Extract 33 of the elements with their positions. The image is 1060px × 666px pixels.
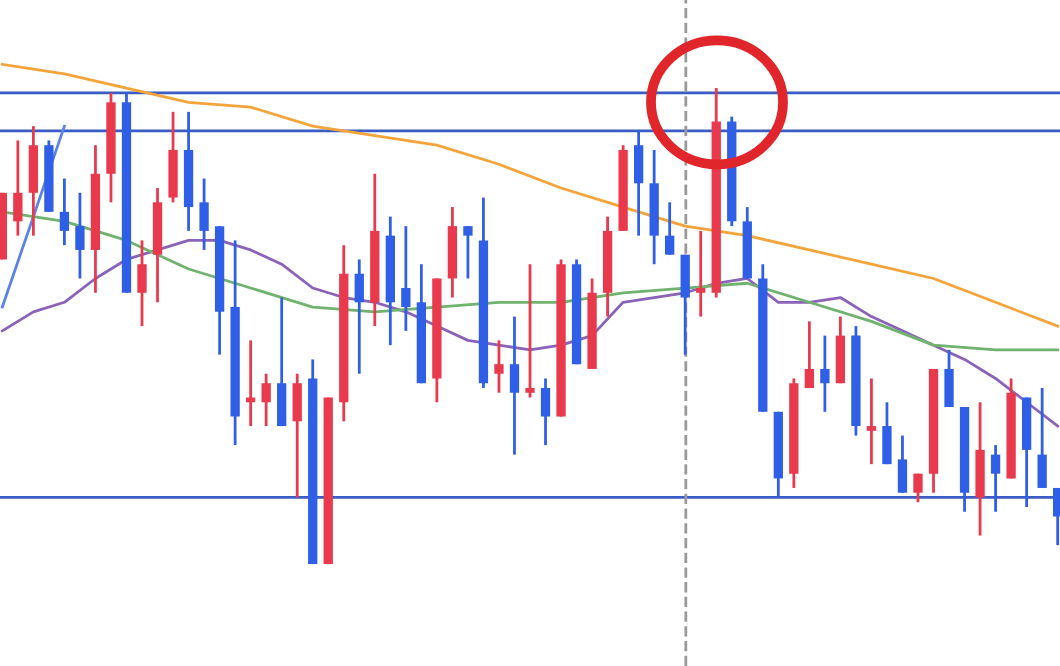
candlestick	[525, 262, 535, 399]
candlestick	[199, 177, 209, 252]
candlestick	[820, 334, 830, 414]
candlestick	[277, 296, 287, 428]
candlestick	[1037, 386, 1047, 490]
candlestick	[168, 110, 178, 204]
candlestick	[804, 319, 815, 390]
candlestick	[990, 443, 1001, 514]
candlestick	[633, 129, 644, 238]
candlestick	[463, 224, 473, 280]
candlestick	[975, 400, 985, 537]
candlestick	[59, 177, 70, 247]
candlestick	[292, 372, 302, 499]
candlestick	[696, 229, 706, 318]
candlestick	[944, 348, 954, 409]
candlestick	[866, 377, 877, 466]
candlestick	[13, 139, 23, 238]
candlestick	[28, 124, 39, 238]
candlestick	[137, 239, 147, 328]
candlestick	[509, 315, 520, 457]
candlestick	[354, 258, 364, 376]
candlestick	[665, 200, 675, 257]
candlestick	[261, 372, 271, 428]
candlestick	[1053, 486, 1060, 547]
candlestick	[401, 224, 411, 333]
candlestick	[540, 377, 551, 447]
candlestick	[835, 315, 846, 385]
candlestick	[913, 472, 923, 504]
candlestick	[897, 434, 908, 495]
candlestick	[494, 338, 504, 395]
candlestick	[75, 191, 85, 280]
candlestick	[680, 253, 690, 357]
candlestick	[882, 400, 892, 466]
